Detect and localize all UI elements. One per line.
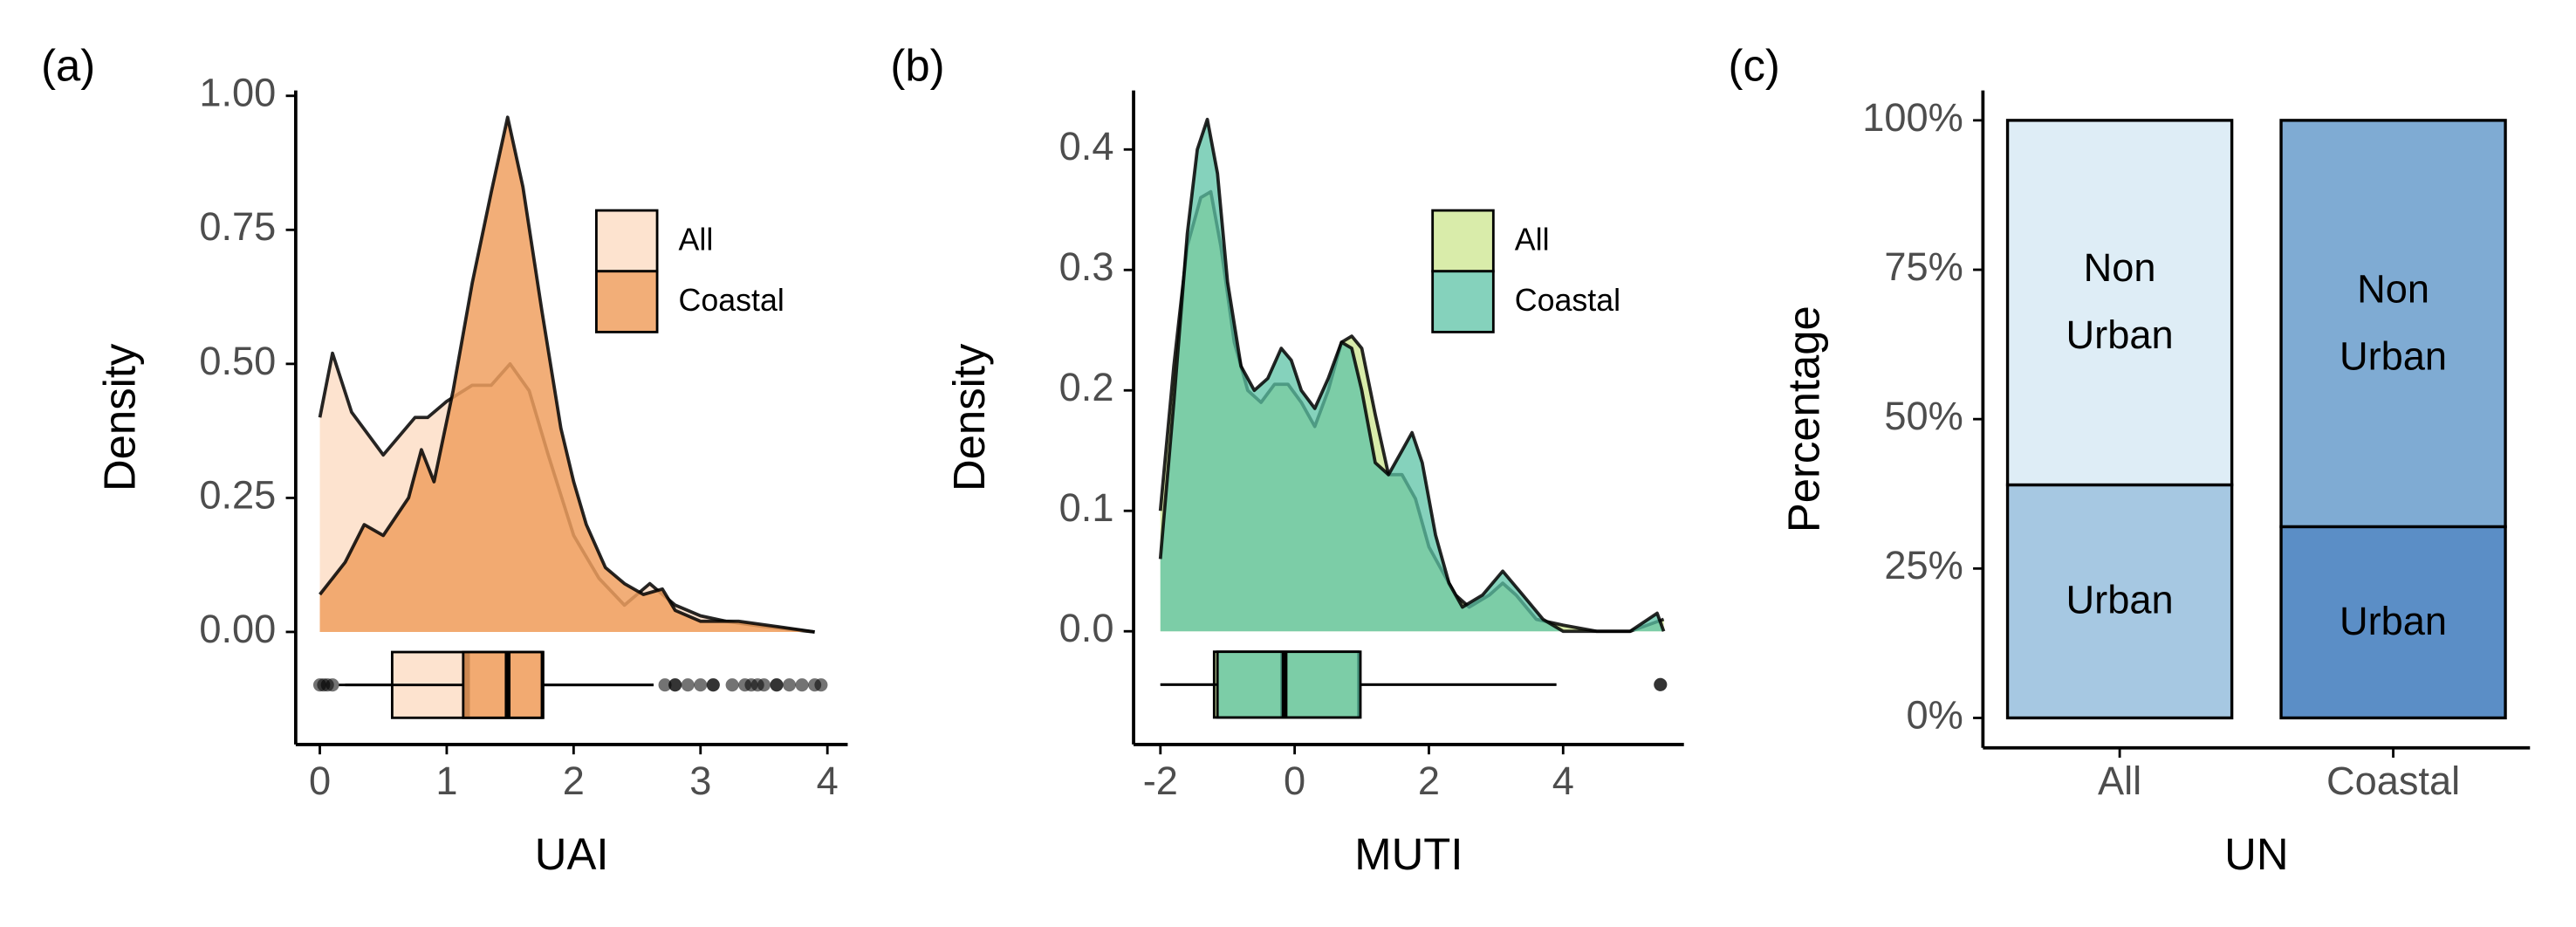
y-tick-label: 100%	[1862, 95, 1963, 140]
segment-label-box: Non Urban	[2008, 120, 2232, 485]
y-tick-label: 25%	[1884, 543, 1963, 587]
y-tick-label: 0.0	[1059, 606, 1114, 650]
segment-label-wrap: Non Urban	[2281, 120, 2505, 527]
outlier	[658, 678, 672, 692]
segment-label: Urban	[2066, 579, 2174, 624]
outlier	[783, 678, 797, 692]
outlier	[325, 678, 339, 692]
bar-segment	[2279, 119, 2507, 529]
density-line	[319, 115, 815, 634]
segment-label-wrap: Non Urban	[2008, 120, 2232, 485]
x-tick-label: 0	[309, 759, 331, 803]
panel-label: (a)	[41, 41, 95, 91]
segment-label: Non Urban	[2066, 246, 2174, 359]
y-axis-title: Percentage	[1778, 306, 1828, 532]
x-tick-label: 2	[563, 759, 585, 803]
density-fill	[319, 117, 815, 632]
y-tick-label: 0.3	[1059, 244, 1114, 289]
segment-label-box: Non Urban	[2281, 120, 2505, 527]
legend-label: Coastal	[1515, 283, 1620, 318]
legend-swatch	[1431, 270, 1495, 333]
legend-swatch	[594, 209, 659, 273]
legend-label: Coastal	[679, 283, 784, 318]
x-axis-title: UN	[2224, 829, 2288, 879]
panel-label: (c)	[1729, 41, 1780, 91]
outlier	[681, 678, 695, 692]
segment-label-box: Urban	[2281, 526, 2505, 718]
outlier	[744, 678, 758, 692]
y-tick-label: 0.1	[1059, 485, 1114, 530]
x-tick-label: 2	[1418, 759, 1440, 803]
x-tick-label: -2	[1143, 759, 1178, 803]
outlier	[795, 678, 809, 692]
y-tick-label: 75%	[1884, 244, 1963, 289]
x-tick-label: 0	[1284, 759, 1305, 803]
outlier	[757, 678, 771, 692]
outlier	[694, 678, 708, 692]
legend-swatch	[594, 270, 659, 333]
y-tick-label: 0.2	[1059, 365, 1114, 409]
density-line	[1158, 117, 1666, 634]
x-tick-label: 4	[1552, 759, 1574, 803]
box	[1216, 650, 1362, 719]
segment-label: Non Urban	[2339, 267, 2448, 380]
y-tick-label: 0.75	[199, 204, 276, 249]
segment-label-wrap: Urban	[2281, 526, 2505, 718]
legend-label: All	[1515, 222, 1550, 257]
outlier	[814, 678, 828, 692]
legend-swatch	[1431, 209, 1495, 273]
outlier	[1654, 677, 1668, 691]
bar-segment	[2279, 525, 2507, 720]
legend-label: All	[679, 222, 714, 257]
y-tick-label: 0.50	[199, 339, 276, 383]
segment-label-wrap: Urban	[2008, 484, 2232, 718]
y-tick-label: 1.00	[199, 71, 276, 115]
x-tick-label: Coastal	[2326, 759, 2460, 803]
y-tick-label: 0.25	[199, 472, 276, 517]
outlier	[725, 678, 739, 692]
bar-segment	[2005, 483, 2234, 720]
y-tick-label: 50%	[1884, 394, 1963, 438]
density-fill	[1160, 119, 1664, 632]
outlier	[706, 678, 720, 692]
y-tick-label: 0.00	[199, 607, 276, 651]
segment-label-box: Urban	[2008, 484, 2232, 718]
x-tick-label: 4	[817, 759, 839, 803]
y-axis-title: Density	[95, 343, 145, 491]
y-tick-label: 0%	[1906, 692, 1963, 737]
x-tick-label: 3	[689, 759, 711, 803]
x-tick-label: All	[2098, 759, 2141, 803]
x-axis-title: UAI	[535, 829, 609, 879]
y-tick-label: 0.4	[1059, 124, 1114, 168]
y-axis-title: Density	[944, 343, 994, 491]
outlier	[770, 678, 784, 692]
segment-label: Urban	[2339, 600, 2448, 645]
bar-segment	[2005, 119, 2234, 487]
box	[462, 650, 544, 719]
outlier	[668, 678, 682, 692]
x-axis-title: MUTI	[1354, 829, 1463, 879]
x-tick-label: 1	[435, 759, 457, 803]
panel-label: (b)	[890, 41, 944, 91]
